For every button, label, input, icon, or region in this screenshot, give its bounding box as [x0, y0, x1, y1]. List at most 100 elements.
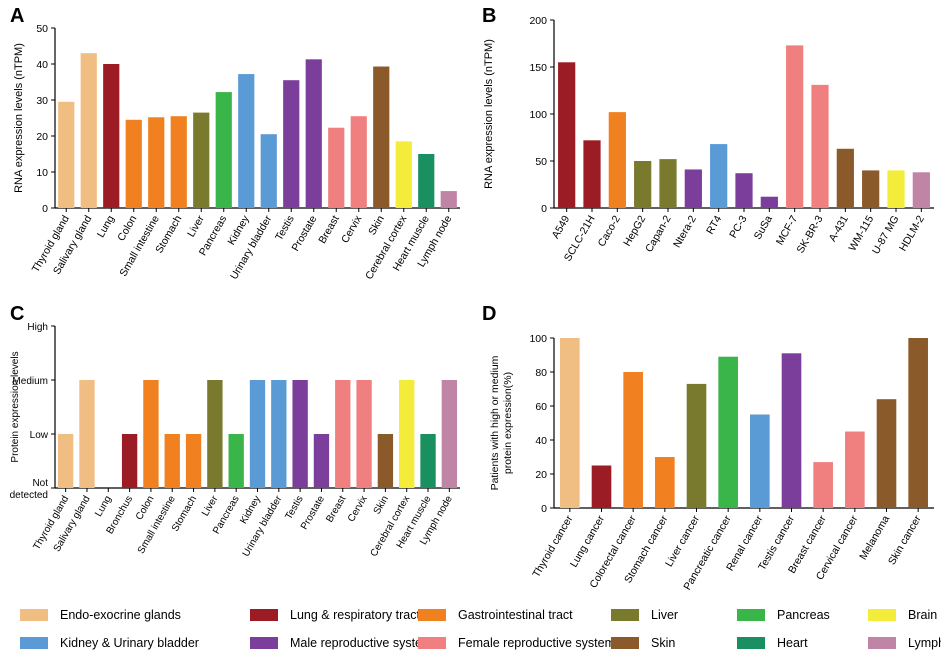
legend-label: Gastrointestinal tract — [458, 608, 573, 622]
legend-label: Brain — [908, 608, 938, 622]
y-tick-label-c: Low — [30, 430, 49, 441]
bar-b-4 — [634, 161, 652, 208]
legend-swatch — [418, 637, 446, 649]
bar-a-1 — [58, 101, 75, 208]
panel-letter-b: B — [482, 5, 496, 27]
bar-c-15 — [356, 380, 372, 488]
legend-item: Liver — [611, 608, 678, 622]
chart-b-svg: B 0 50 100 150 200 RNA expression levels (nTPM… — [482, 5, 934, 263]
bar-b-6 — [684, 169, 702, 208]
bar-a-5 — [148, 117, 165, 208]
bar-c-17 — [399, 380, 415, 488]
bar-a-18 — [440, 191, 457, 208]
legend-label: Kidney & Urinary bladder — [60, 636, 199, 650]
legend-label: Liver — [651, 608, 679, 622]
bar-d-7 — [750, 414, 770, 508]
y-tick-label-a: 0 — [42, 203, 48, 215]
bar-b-7 — [710, 144, 728, 208]
x-tick-label-b: Ntera-2 — [671, 213, 699, 249]
bar-b-5 — [659, 159, 677, 208]
bar-c-19 — [441, 380, 458, 488]
bar-a-16 — [395, 141, 412, 208]
y-tick-label-b: 100 — [529, 109, 547, 121]
legend-item: Male reproductive system — [250, 636, 432, 650]
x-tick-label-b: Caco-2 — [596, 213, 623, 248]
bar-c-1 — [57, 434, 74, 488]
x-tick-label-a: Liver — [185, 213, 207, 239]
chart-panel-a: A 0 10 20 30 40 50 RNA expression levels (nTPM)… — [0, 0, 470, 298]
legend-swatch — [737, 637, 765, 649]
legend-swatch — [20, 637, 48, 649]
bar-c-8 — [207, 380, 223, 488]
chart-c-svg: C Not detected Low Medium High Protein express… — [10, 303, 460, 559]
legend-item: Lung & respiratory tract — [250, 608, 420, 622]
x-tick-label-b: RT4 — [704, 213, 724, 236]
bar-a-7 — [193, 112, 210, 208]
bar-c-9 — [228, 434, 244, 488]
x-tick-label-b: MCF-7 — [774, 213, 801, 247]
y-tick-label-b: 0 — [541, 203, 547, 215]
x-tick-label-b: SuSa — [752, 213, 775, 241]
y-tick-label-d: 80 — [535, 367, 547, 379]
legend-swatch — [418, 609, 446, 621]
x-tick-label-c: Liver — [200, 493, 221, 518]
legend-item: Lymphoid — [868, 636, 941, 650]
y-tick-label-c: High — [27, 322, 48, 333]
legend: Endo-exocrine glands Lung & respiratory t… — [20, 604, 941, 656]
x-tick-label-b: PC-3 — [727, 213, 749, 240]
bar-a-17 — [418, 154, 435, 208]
chart-d-svg: D 0 20 40 60 80 100 Patients with high or mediu… — [482, 303, 934, 592]
x-tick-label-a: Testis — [273, 214, 297, 243]
bar-a-8 — [215, 92, 232, 208]
legend-label: Skin — [651, 636, 676, 650]
bar-a-4 — [125, 119, 142, 208]
bar-d-12 — [908, 338, 928, 508]
bar-b-15 — [912, 172, 930, 208]
bar-c-16 — [377, 434, 394, 488]
x-tick-label-c: Colon — [134, 494, 157, 522]
legend-item: Kidney & Urinary bladder — [20, 636, 199, 650]
bar-d-5 — [686, 383, 707, 508]
bar-c-10 — [249, 380, 266, 488]
bar-d-6 — [718, 356, 738, 508]
bar-b-8 — [735, 173, 753, 208]
bar-b-1 — [558, 62, 576, 208]
bar-a-2 — [80, 53, 97, 209]
legend-swatch — [611, 637, 639, 649]
y-tick-label-a: 20 — [36, 131, 48, 143]
y-tick-label-d: 60 — [535, 401, 547, 413]
bar-d-1 — [560, 338, 580, 508]
bar-a-9 — [238, 74, 255, 208]
x-tick-label-b: A549 — [550, 213, 573, 240]
y-tick-label-b: 200 — [529, 15, 547, 27]
y-tick-label-b: 50 — [535, 156, 547, 168]
x-tick-label-c: Lung — [93, 494, 114, 519]
x-tick-label-c: Skin — [372, 494, 391, 516]
x-tick-label-c: Cervix — [346, 494, 370, 524]
x-tick-label-d: Skin cancer — [886, 513, 924, 567]
bar-c-4 — [121, 434, 138, 488]
x-tick-label-b: A-431 — [827, 213, 851, 243]
bar-a-14 — [350, 116, 367, 208]
y-tick-label-c: Not detected — [10, 478, 49, 501]
bar-d-11 — [876, 399, 897, 508]
panel-letter-a: A — [10, 5, 24, 27]
legend-label: Endo-exocrine glands — [60, 608, 181, 622]
legend-item: Pancreas — [737, 608, 830, 622]
bar-a-6 — [170, 116, 187, 208]
y-tick-label-b: 150 — [529, 62, 547, 74]
y-axis-label-a: RNA expression levels (nTPM) — [13, 43, 25, 193]
x-tick-label-c: Testis — [283, 494, 305, 522]
legend-swatch — [250, 637, 278, 649]
y-tick-label-a: 50 — [36, 23, 48, 35]
legend-item: Gastrointestinal tract — [418, 608, 573, 622]
bar-c-7 — [185, 434, 202, 488]
chart-panel-d: D 0 20 40 60 80 100 Patients with high or mediu… — [470, 300, 941, 598]
bar-a-11 — [283, 80, 300, 208]
y-axis-label-c: Protein expression levels — [10, 351, 21, 462]
y-tick-label-d: 0 — [541, 503, 547, 515]
bar-a-10 — [260, 134, 277, 208]
bar-c-12 — [292, 380, 308, 488]
x-tick-label-a: Lung — [95, 213, 117, 239]
bar-c-2 — [79, 380, 95, 488]
